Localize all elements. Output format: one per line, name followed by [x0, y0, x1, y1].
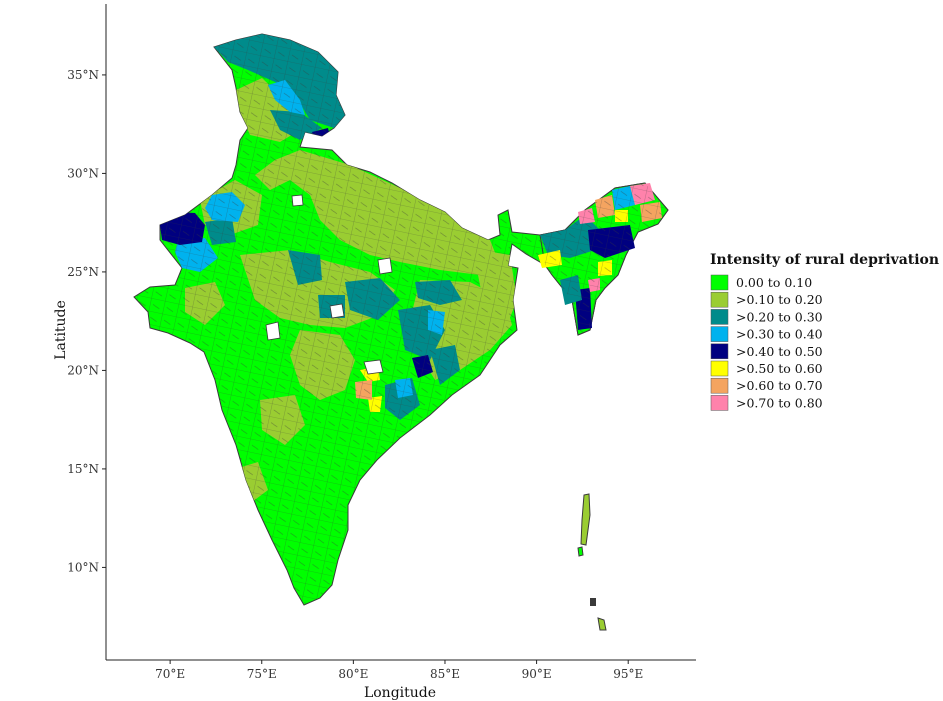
legend: Intensity of rural deprivation 0.00 to 0… — [710, 252, 939, 411]
missing-district-2 — [377, 257, 393, 275]
island-andaman-small — [577, 546, 584, 557]
legend-swatch — [710, 309, 729, 325]
legend-swatch — [710, 291, 729, 308]
legend-label: >0.70 to 0.80 — [736, 395, 823, 410]
missing-district-5 — [363, 359, 384, 375]
legend-swatch — [710, 395, 729, 411]
ne-border-texture — [540, 183, 668, 335]
y-tick-label: 10°N — [67, 560, 99, 574]
y-tick-label: 25°N — [67, 265, 99, 279]
x-tick-label: 75°E — [247, 667, 277, 681]
x-axis-title: Longitude — [364, 685, 436, 701]
legend-label: >0.60 to 0.70 — [736, 378, 823, 393]
x-tick-label: 85°E — [430, 667, 460, 681]
legend-swatch — [710, 326, 729, 342]
missing-district-3 — [265, 321, 281, 341]
legend-swatch — [710, 377, 729, 394]
legend-label: 0.00 to 0.10 — [736, 275, 812, 290]
legend-label: >0.40 to 0.50 — [736, 344, 823, 359]
legend-label: >0.20 to 0.30 — [736, 309, 823, 324]
y-axis-title: Latitude — [53, 300, 69, 360]
x-tick-label: 90°E — [522, 667, 552, 681]
legend-label: >0.50 to 0.60 — [736, 361, 823, 376]
y-tick-label: 20°N — [67, 363, 99, 377]
x-tick-label: 95°E — [613, 667, 643, 681]
northeast-region — [538, 182, 669, 336]
legend-swatch — [710, 274, 729, 291]
missing-district-4 — [329, 303, 345, 319]
x-tick-label: 80°E — [338, 667, 368, 681]
y-tick-label: 30°N — [67, 166, 99, 180]
andaman-nicobar-islands — [577, 493, 607, 631]
x-tick-label: 70°E — [155, 667, 185, 681]
y-tick-label: 35°N — [67, 68, 99, 82]
legend-label: >0.10 to 0.20 — [736, 292, 823, 307]
legend-title: Intensity of rural deprivation — [710, 252, 939, 268]
legend-label: >0.30 to 0.40 — [736, 327, 823, 342]
island-nicobar-1 — [590, 598, 596, 606]
india-mainland — [133, 33, 669, 606]
missing-district-1 — [291, 194, 304, 207]
island-andaman-north — [580, 493, 591, 546]
island-nicobar-2 — [597, 617, 607, 631]
y-tick-label: 15°N — [67, 462, 99, 476]
district-borders — [134, 34, 668, 605]
legend-swatch — [710, 343, 729, 360]
legend-swatch — [710, 360, 729, 377]
